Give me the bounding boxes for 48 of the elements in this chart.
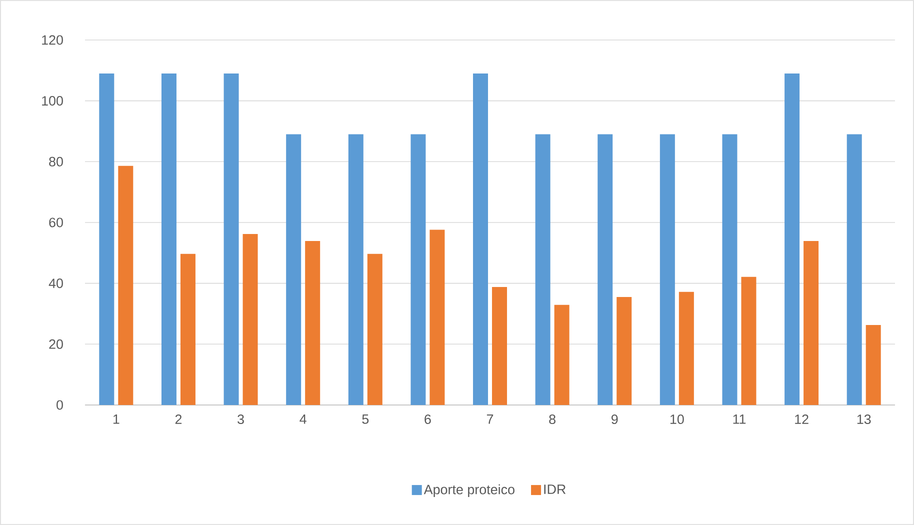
bar — [554, 304, 570, 405]
x-tick-label: 5 — [362, 414, 369, 424]
x-tick-label: 2 — [175, 414, 182, 424]
y-tick-label: 20 — [49, 339, 63, 349]
x-tick-label: 13 — [857, 414, 871, 424]
bar — [180, 254, 196, 405]
bar — [224, 73, 239, 405]
bar — [410, 134, 426, 405]
bar — [305, 241, 320, 405]
bar — [784, 73, 800, 405]
bar — [741, 276, 756, 405]
bar — [616, 297, 632, 405]
x-tick-label: 6 — [424, 414, 431, 424]
y-tick-label: 40 — [48, 278, 63, 288]
bar — [367, 254, 382, 405]
bar — [866, 324, 881, 405]
y-tick-label: 100 — [42, 96, 63, 106]
bar — [598, 134, 613, 405]
x-tick-label: 12 — [795, 414, 808, 424]
bar — [242, 234, 258, 405]
legend-label: IDR — [544, 484, 566, 494]
bar — [473, 73, 488, 405]
x-tick-label: 11 — [733, 414, 746, 424]
bar — [161, 73, 176, 405]
bar — [99, 73, 114, 405]
bar — [678, 292, 694, 405]
bar — [118, 166, 134, 405]
bar — [804, 241, 819, 405]
x-tick-label: 1 — [113, 414, 120, 424]
legend-label: Aporte proteico — [424, 484, 514, 497]
bar — [286, 134, 302, 405]
bar — [660, 134, 675, 405]
bar — [535, 134, 550, 405]
x-tick-label: 7 — [486, 414, 494, 424]
x-tick-label: 9 — [612, 414, 618, 424]
bar — [846, 134, 862, 405]
bar — [348, 134, 364, 405]
y-tick-label: 0 — [56, 400, 63, 410]
y-tick-label: 120 — [42, 35, 63, 45]
y-tick-label: 60 — [49, 218, 63, 228]
x-tick-label: 3 — [238, 414, 244, 424]
y-tick-label: 80 — [49, 156, 63, 166]
bar — [722, 134, 738, 405]
x-tick-label: 4 — [300, 414, 306, 424]
x-tick-label: 8 — [549, 414, 556, 424]
bar — [430, 230, 445, 405]
bar — [492, 286, 508, 405]
x-tick-label: 10 — [670, 414, 684, 424]
